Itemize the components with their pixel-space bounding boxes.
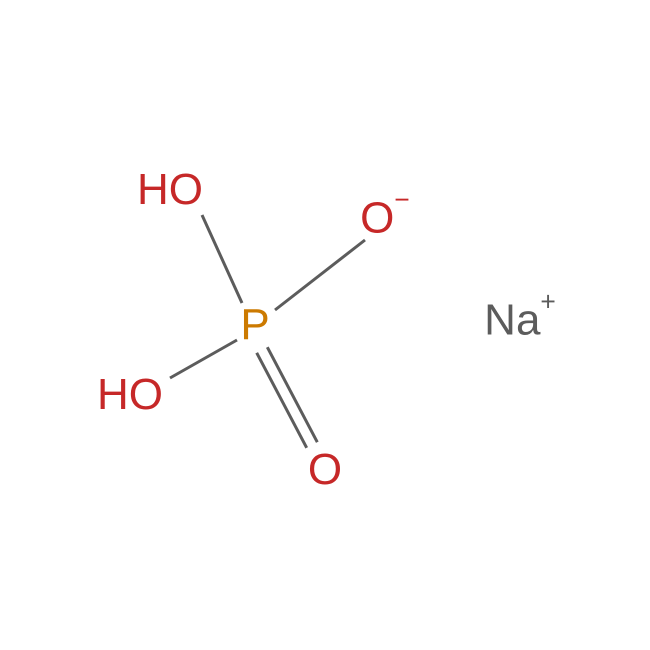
atom-ho1: HO [137,165,203,215]
atom-odbl: O [308,445,342,495]
atom-ho2: HO [97,370,163,420]
atom-na: Na+ [484,295,556,346]
molecule-canvas: P HO HO O− O Na+ [0,0,650,650]
atom-p: P [240,300,269,350]
atom-ominus: O− [360,193,410,244]
